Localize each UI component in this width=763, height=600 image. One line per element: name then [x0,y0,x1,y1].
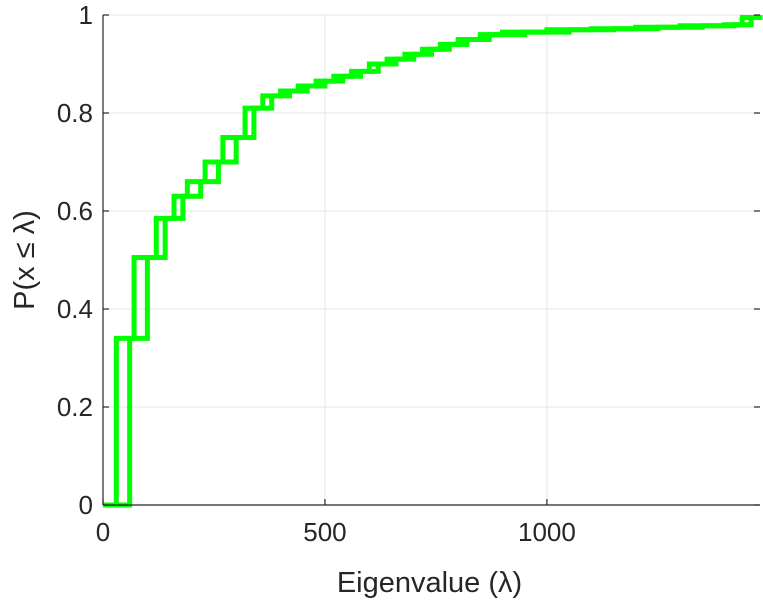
cdf-series-0 [103,14,763,508]
y-tick-label-3: 0.6 [57,196,93,226]
tick-labels: 0 0.2 0.4 0.6 0.8 1 0 500 1000 [57,0,576,547]
x-tick-label-1: 500 [303,517,346,547]
x-axis-label: Eigenvalue (λ) [337,567,522,599]
x-tick-label-0: 0 [96,517,110,547]
y-tick-label-1: 0.2 [57,392,93,422]
plot-area [103,14,763,508]
y-tick-label-0: 0 [79,490,93,520]
cdf-series-1 [103,14,763,508]
y-tick-label-2: 0.4 [57,294,93,324]
grid [103,14,760,505]
y-axis-label: P(x ≤ λ) [9,210,41,310]
x-tick-label-2: 1000 [518,517,576,547]
y-tick-label-5: 1 [79,0,93,30]
axes [102,14,760,506]
y-tick-label-4: 0.8 [57,98,93,128]
